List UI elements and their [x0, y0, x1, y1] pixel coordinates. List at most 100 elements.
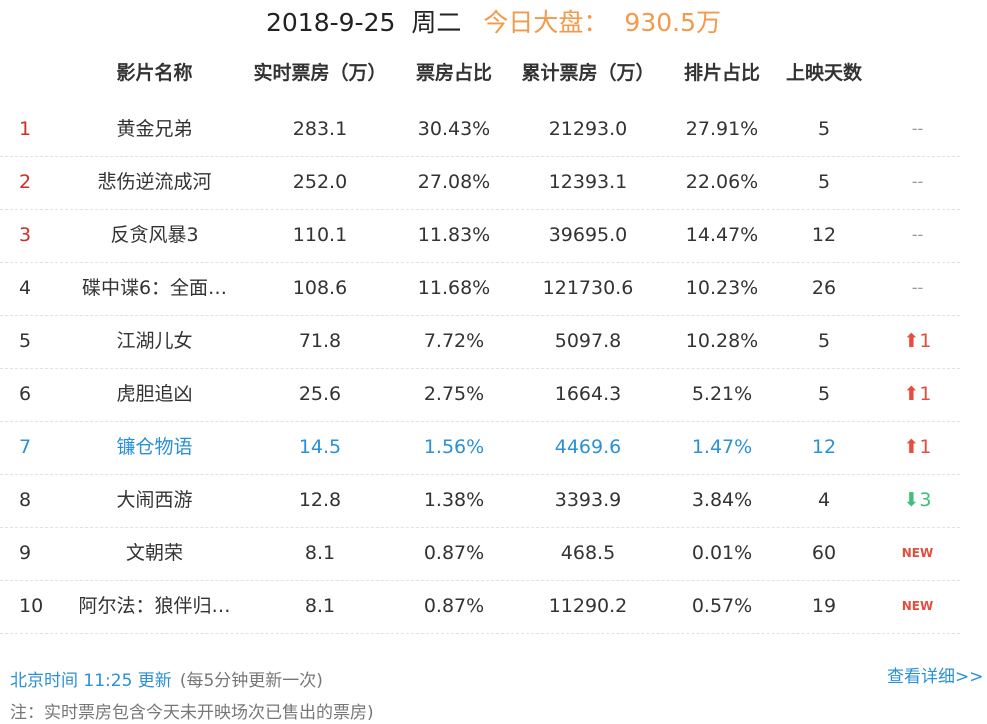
table-row[interactable]: 10 阿尔法：狼伴归… 8.1 0.87% 11290.2 0.57% 19 N…	[0, 580, 960, 634]
update-frequency-note: (每5分钟更新一次)	[179, 671, 323, 691]
cumulative-box-office: 4469.6	[554, 436, 622, 458]
days-showing: 12	[811, 436, 837, 458]
table-row[interactable]: 5 江湖儿女 71.8 7.72% 5097.8 10.28% 5 ⬆1	[0, 315, 960, 369]
box-office-share: 30.43%	[417, 118, 491, 140]
rank-change-value: 1	[919, 436, 932, 458]
rank-change: --	[911, 278, 924, 297]
footnote: 注：实时票房包含今天未开映场次已售出的票房)	[10, 703, 374, 723]
cumulative-box-office: 5097.8	[554, 330, 622, 352]
box-office-share: 2.75%	[423, 383, 485, 405]
box-office-share: 11.68%	[417, 277, 491, 299]
schedule-share: 10.23%	[685, 277, 759, 299]
schedule-share: 27.91%	[685, 118, 759, 140]
table-header: 影片名称 实时票房（万） 票房占比 累计票房（万） 排片占比 上映天数	[0, 58, 987, 98]
cumulative-box-office: 3393.9	[554, 489, 622, 511]
box-office-share: 1.56%	[423, 436, 485, 458]
schedule-share: 0.01%	[691, 542, 753, 564]
days-showing: 5	[817, 383, 831, 405]
movie-name: 阿尔法：狼伴归…	[78, 595, 231, 617]
page-header: 2018-9-25 周二 今日大盘： 930.5万	[0, 0, 987, 50]
box-office-share: 27.08%	[417, 171, 491, 193]
rank: 6	[19, 383, 32, 405]
cumulative-box-office: 39695.0	[548, 224, 628, 246]
rank: 7	[19, 436, 32, 458]
cumulative-box-office: 11290.2	[548, 595, 628, 617]
realtime-box-office: 25.6	[298, 383, 342, 405]
rank-change: ⬆1	[880, 368, 955, 420]
rank-change-value: 1	[919, 383, 932, 405]
view-details-link[interactable]: 查看详细>>	[887, 667, 984, 687]
rank-change: --	[911, 119, 924, 138]
days-showing: 5	[817, 171, 831, 193]
realtime-box-office: 14.5	[298, 436, 342, 458]
box-office-share: 0.87%	[423, 595, 485, 617]
col-realtime: 实时票房（万）	[253, 62, 387, 84]
table-row[interactable]: 9 文朝荣 8.1 0.87% 468.5 0.01% 60 NEW	[0, 527, 960, 581]
rank-change: --	[911, 225, 924, 244]
movie-name: 反贪风暴3	[110, 224, 199, 246]
schedule-share: 14.47%	[685, 224, 759, 246]
box-office-share: 1.38%	[423, 489, 485, 511]
days-showing: 26	[811, 277, 837, 299]
realtime-box-office: 252.0	[292, 171, 348, 193]
new-badge: NEW	[901, 546, 934, 560]
box-office-share: 11.83%	[417, 224, 491, 246]
schedule-share: 5.21%	[691, 383, 753, 405]
days-showing: 19	[811, 595, 837, 617]
movie-name: 江湖儿女	[116, 330, 193, 352]
arrow-up-icon: ⬆	[903, 436, 920, 458]
rank: 9	[19, 542, 32, 564]
realtime-box-office: 108.6	[292, 277, 348, 299]
cumulative-box-office: 468.5	[560, 542, 616, 564]
table-row[interactable]: 2 悲伤逆流成河 252.0 27.08% 12393.1 22.06% 5 -…	[0, 156, 960, 210]
cumulative-box-office: 12393.1	[548, 171, 628, 193]
col-name: 影片名称	[116, 62, 193, 84]
col-cumulative: 累计票房（万）	[521, 62, 655, 84]
arrow-up-icon: ⬆	[903, 383, 920, 405]
total-label: 今日大盘：	[483, 8, 609, 37]
table-row[interactable]: 6 虎胆追凶 25.6 2.75% 1664.3 5.21% 5 ⬆1	[0, 368, 960, 422]
table-row[interactable]: 7 镰仓物语 14.5 1.56% 4469.6 1.47% 12 ⬆1	[0, 421, 960, 475]
new-badge: NEW	[901, 599, 934, 613]
cumulative-box-office: 121730.6	[542, 277, 634, 299]
col-share: 票房占比	[415, 62, 492, 84]
cumulative-box-office: 21293.0	[548, 118, 628, 140]
schedule-share: 0.57%	[691, 595, 753, 617]
table-row[interactable]: 3 反贪风暴3 110.1 11.83% 39695.0 14.47% 12 -…	[0, 209, 960, 263]
days-showing: 4	[817, 489, 831, 511]
header-date: 2018-9-25	[266, 8, 396, 37]
days-showing: 12	[811, 224, 837, 246]
movie-name: 悲伤逆流成河	[97, 171, 212, 193]
schedule-share: 3.84%	[691, 489, 753, 511]
movie-name: 黄金兄弟	[116, 118, 193, 140]
realtime-box-office: 8.1	[304, 595, 336, 617]
rank-change: ⬆1	[880, 315, 955, 367]
realtime-box-office: 8.1	[304, 542, 336, 564]
rank-change: ⬆1	[880, 421, 955, 473]
rank-change-value: 1	[919, 330, 932, 352]
rank: 2	[19, 171, 32, 193]
update-time: 北京时间 11:25 更新 (每5分钟更新一次)	[10, 666, 323, 691]
schedule-share: 1.47%	[691, 436, 753, 458]
rank-change: ⬇3	[880, 474, 955, 526]
movie-name: 大闹西游	[116, 489, 193, 511]
arrow-down-icon: ⬇	[903, 489, 920, 511]
table-row[interactable]: 1 黄金兄弟 283.1 30.43% 21293.0 27.91% 5 --	[0, 103, 960, 157]
cumulative-box-office: 1664.3	[554, 383, 622, 405]
rank: 5	[19, 330, 32, 352]
table-row[interactable]: 8 大闹西游 12.8 1.38% 3393.9 3.84% 4 ⬇3	[0, 474, 960, 528]
schedule-share: 10.28%	[685, 330, 759, 352]
movie-name: 文朝荣	[125, 542, 183, 564]
rank: 3	[19, 224, 32, 246]
total-value: 930.5万	[624, 8, 721, 37]
arrow-up-icon: ⬆	[903, 330, 920, 352]
header-weekday: 周二	[411, 8, 462, 37]
table-row[interactable]: 4 碟中谍6：全面… 108.6 11.68% 121730.6 10.23% …	[0, 262, 960, 316]
days-showing: 5	[817, 118, 831, 140]
schedule-share: 22.06%	[685, 171, 759, 193]
movie-name: 虎胆追凶	[116, 383, 193, 405]
days-showing: 60	[811, 542, 837, 564]
update-time-text: 北京时间 11:25 更新	[10, 671, 172, 691]
rank: 4	[19, 277, 32, 299]
col-days: 上映天数	[785, 62, 862, 84]
